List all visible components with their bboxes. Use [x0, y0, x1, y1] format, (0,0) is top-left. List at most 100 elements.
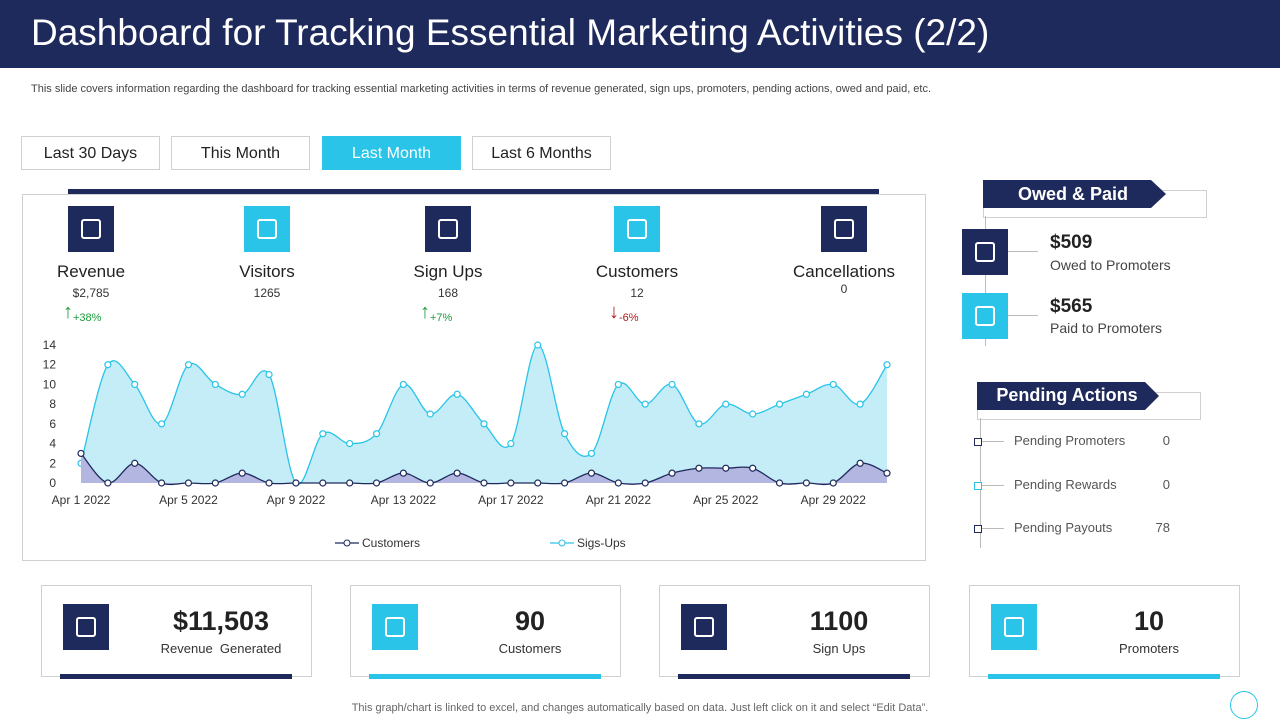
point: [856, 459, 864, 467]
bullet: [974, 438, 982, 446]
card-bar: [678, 674, 910, 679]
point: [238, 390, 246, 398]
card-bar: [60, 674, 292, 679]
owed-label: Owed to Promoters: [1050, 257, 1171, 273]
legend-label: Sigs-Ups: [577, 536, 626, 550]
metric-value: $2,785: [72, 286, 110, 300]
y-tick-label: 8: [49, 397, 56, 411]
metric-label: Sign Ups: [413, 262, 483, 281]
icon: [821, 206, 867, 252]
icon: [991, 604, 1037, 650]
metric-change: +7%: [430, 312, 453, 324]
connector: [982, 528, 1004, 529]
banner-title: Owed & Paid: [1017, 184, 1129, 204]
point: [211, 479, 219, 487]
point: [507, 479, 515, 487]
connector: [1008, 315, 1038, 316]
card-bar: [369, 674, 601, 679]
point: [453, 390, 461, 398]
point: [883, 361, 891, 369]
pending-label: Pending Rewards: [1014, 476, 1117, 492]
point: [587, 449, 596, 458]
point: [131, 459, 139, 467]
icon: [681, 604, 727, 650]
pending-label: Pending Payouts: [1014, 520, 1113, 535]
bullet: [974, 525, 982, 533]
icon: [614, 206, 660, 252]
tab[interactable]: This Month: [171, 136, 310, 170]
metric-label: Cancellations: [792, 262, 896, 281]
point: [131, 380, 139, 389]
owed-value: $509: [1050, 232, 1093, 253]
area: [81, 453, 887, 485]
point: [668, 380, 676, 389]
legend-marker: [558, 539, 566, 547]
point: [426, 410, 434, 418]
icon: [244, 206, 290, 252]
banner-title: Pending Actions: [996, 385, 1138, 405]
point: [453, 469, 461, 477]
card-label: Revenue Generated: [160, 641, 282, 656]
y-tick-label: 14: [43, 338, 57, 352]
y-tick-label: 10: [43, 377, 57, 391]
y-tick-label: 2: [49, 456, 56, 470]
point: [346, 479, 354, 487]
point: [560, 430, 569, 438]
point: [614, 380, 622, 389]
point: [480, 420, 488, 428]
trend-arrow: ↑: [63, 301, 73, 323]
point: [184, 361, 193, 369]
x-tick-label: Apr 25 2022: [693, 493, 759, 507]
tab-active[interactable]: Last Month: [322, 136, 461, 170]
icon: [68, 206, 114, 252]
y-tick-label: 0: [49, 476, 56, 490]
x-tick-label: Apr 5 2022: [159, 493, 218, 507]
y-tick-label: 12: [43, 358, 57, 372]
point: [722, 464, 730, 472]
point: [614, 479, 622, 487]
paid-value: $565: [1050, 296, 1093, 317]
metric-label: Customers: [595, 262, 679, 281]
connector: [1008, 251, 1038, 252]
icon: [962, 293, 1008, 339]
card-value: 1100: [809, 606, 869, 636]
icon: [962, 229, 1008, 275]
point: [372, 479, 381, 487]
connector: [985, 216, 986, 346]
y-tick-label: 4: [49, 437, 56, 451]
point: [587, 469, 596, 477]
point: [399, 380, 407, 389]
banner-shape: [977, 382, 1159, 410]
point: [775, 400, 784, 408]
card-label: Promoters: [1119, 641, 1179, 656]
point: [319, 430, 327, 438]
point: [560, 479, 569, 487]
chart-panel: [22, 194, 926, 561]
icon: [63, 604, 109, 650]
point: [507, 439, 515, 448]
point: [668, 469, 676, 477]
subtitle: This slide covers information regarding …: [31, 83, 932, 95]
point: [749, 410, 757, 418]
point: [372, 430, 381, 438]
point: [641, 479, 649, 487]
point: [77, 449, 85, 458]
card-label: Sign Ups: [812, 641, 866, 656]
metric-value: 168: [437, 286, 459, 300]
icon: [372, 604, 418, 650]
footer: This graph/chart is linked to excel, and…: [351, 702, 929, 714]
point: [883, 469, 891, 477]
point: [238, 469, 246, 477]
legend-marker: [343, 539, 351, 547]
point: [426, 479, 434, 487]
point: [534, 479, 542, 487]
x-tick-label: Apr 17 2022: [478, 493, 544, 507]
tab[interactable]: Last 30 Days: [21, 136, 160, 170]
connector: [982, 441, 1004, 442]
point: [829, 380, 837, 389]
point: [292, 479, 300, 487]
point: [104, 479, 112, 487]
tab[interactable]: Last 6 Months: [472, 136, 611, 170]
point: [802, 390, 811, 398]
point: [399, 469, 407, 477]
